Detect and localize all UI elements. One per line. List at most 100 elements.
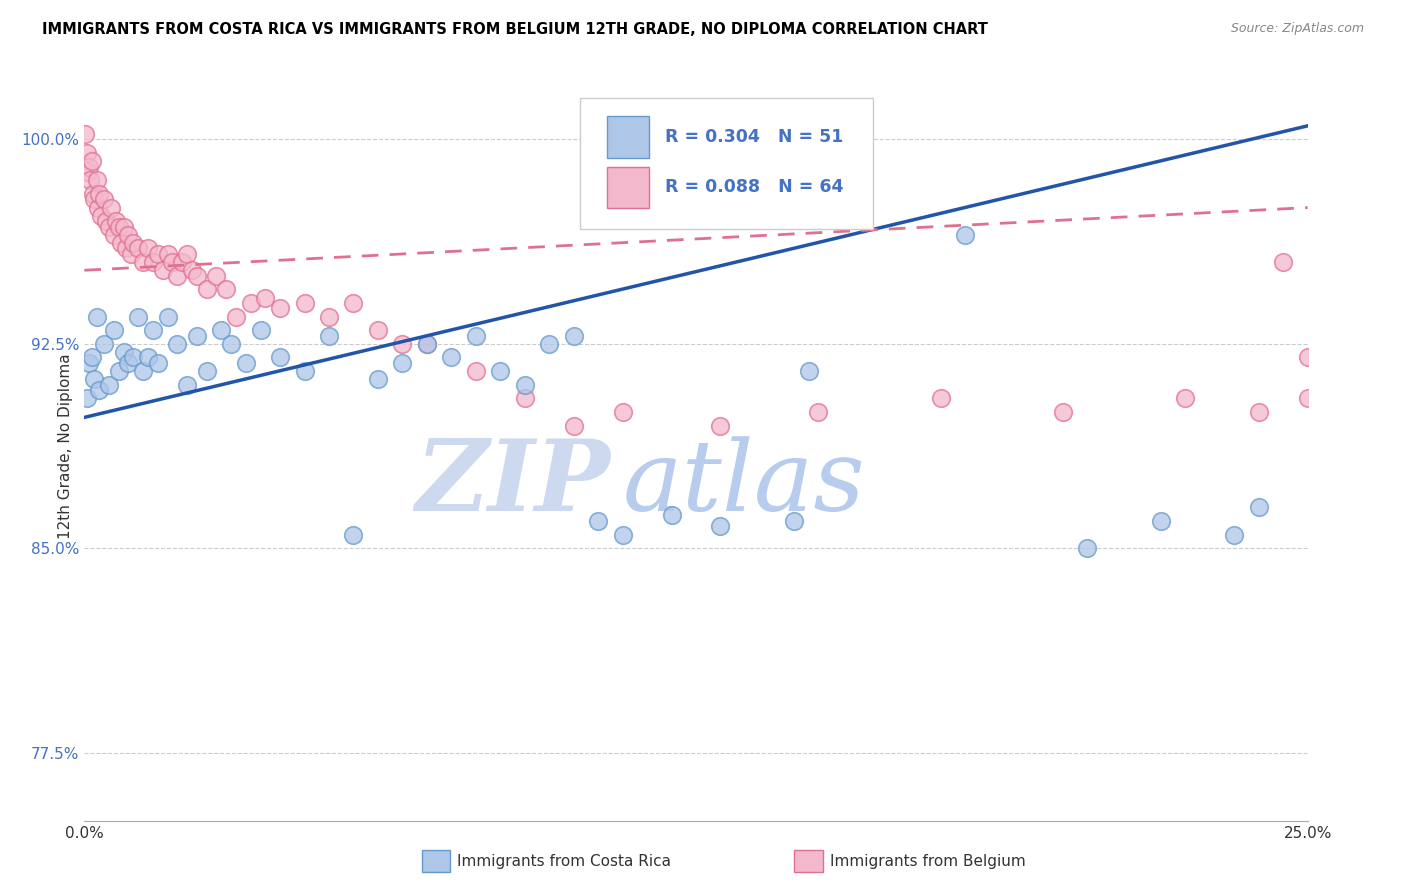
Point [464, 328, 486, 343]
Point [391, 336, 413, 351]
Point [103, 227, 125, 242]
Point [107, 219, 129, 234]
Point [225, 310, 247, 324]
Point [152, 263, 174, 277]
Point [186, 328, 208, 343]
Point [162, 255, 184, 269]
Point [86, 310, 108, 324]
Point [797, 364, 820, 378]
Point [239, 296, 262, 310]
Point [105, 214, 128, 228]
Point [77, 356, 100, 370]
Point [100, 201, 122, 215]
Point [142, 255, 165, 269]
Y-axis label: 12th Grade, No Diploma: 12th Grade, No Diploma [58, 353, 73, 539]
Point [562, 418, 585, 433]
Point [205, 268, 228, 283]
Point [709, 519, 731, 533]
Point [1150, 514, 1173, 528]
Point [132, 255, 155, 269]
Point [783, 514, 806, 528]
Point [127, 310, 149, 324]
Point [562, 328, 585, 343]
Point [195, 364, 218, 378]
Point [90, 209, 112, 223]
Point [77, 160, 100, 174]
Point [489, 364, 512, 378]
Point [1247, 500, 1270, 515]
Point [709, 418, 731, 433]
Point [318, 310, 340, 324]
Point [269, 351, 291, 365]
Point [513, 377, 536, 392]
Text: R = 0.088   N = 64: R = 0.088 N = 64 [665, 178, 844, 195]
Point [166, 268, 188, 283]
Point [120, 247, 142, 261]
Point [96, 214, 118, 228]
Point [440, 351, 463, 365]
Point [93, 193, 115, 207]
Point [612, 527, 634, 541]
Point [586, 514, 609, 528]
Point [215, 282, 238, 296]
Point [538, 336, 561, 351]
Point [82, 186, 104, 201]
Point [1052, 405, 1074, 419]
Text: Immigrants from Belgium: Immigrants from Belgium [830, 855, 1025, 869]
Point [115, 242, 138, 256]
Point [294, 364, 316, 378]
Point [235, 356, 257, 370]
Point [318, 328, 340, 343]
Point [391, 356, 413, 370]
Point [661, 508, 683, 523]
Point [219, 336, 242, 351]
Point [416, 336, 439, 351]
Text: ZIP: ZIP [415, 435, 610, 532]
Point [1174, 392, 1197, 406]
Point [195, 282, 218, 296]
Point [112, 219, 135, 234]
Text: R = 0.304   N = 51: R = 0.304 N = 51 [665, 128, 844, 145]
Text: IMMIGRANTS FROM COSTA RICA VS IMMIGRANTS FROM BELGIUM 12TH GRADE, NO DIPLOMA COR: IMMIGRANTS FROM COSTA RICA VS IMMIGRANTS… [42, 22, 988, 37]
Point [513, 392, 536, 406]
Point [1296, 351, 1319, 365]
Point [146, 356, 169, 370]
Point [367, 372, 389, 386]
FancyBboxPatch shape [579, 97, 873, 228]
Point [1296, 392, 1319, 406]
Point [110, 235, 132, 250]
Point [117, 356, 139, 370]
Point [176, 247, 198, 261]
Point [83, 193, 105, 207]
Point [76, 392, 98, 406]
Point [176, 377, 198, 392]
Point [87, 201, 110, 215]
Point [127, 242, 149, 256]
Point [83, 372, 105, 386]
Point [186, 268, 208, 283]
Point [75, 127, 97, 141]
Point [1247, 405, 1270, 419]
Point [132, 364, 155, 378]
Point [156, 247, 179, 261]
Point [464, 364, 486, 378]
Point [1076, 541, 1098, 556]
Point [929, 392, 952, 406]
Point [612, 405, 634, 419]
Point [87, 383, 110, 397]
Point [342, 527, 364, 541]
Point [342, 296, 364, 310]
Text: Immigrants from Costa Rica: Immigrants from Costa Rica [457, 855, 671, 869]
Point [97, 377, 120, 392]
Point [79, 173, 101, 187]
Point [249, 323, 271, 337]
Point [80, 351, 103, 365]
Point [156, 310, 179, 324]
Point [146, 247, 169, 261]
Point [103, 323, 125, 337]
Point [86, 173, 108, 187]
Point [254, 291, 277, 305]
Point [209, 323, 232, 337]
Point [166, 336, 188, 351]
Point [142, 323, 165, 337]
